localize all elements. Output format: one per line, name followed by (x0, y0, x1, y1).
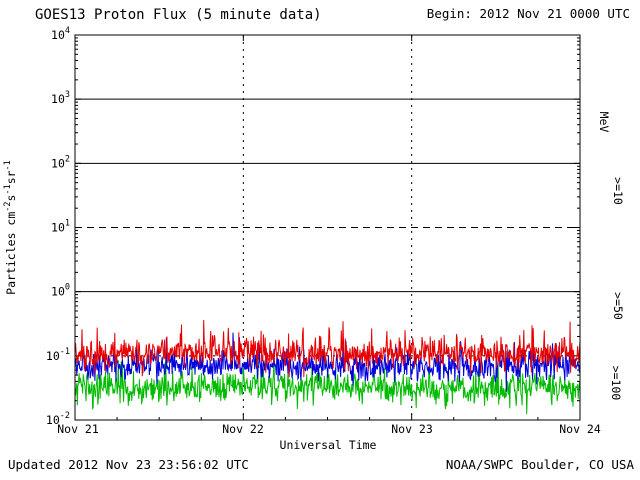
credit-label: NOAA/SWPC Boulder, CO USA (446, 457, 635, 472)
x-tick-label-nov24: Nov 24 (559, 422, 601, 436)
right-label-ge50: >=50 (611, 292, 625, 320)
series-protons-50-mev (74, 332, 581, 392)
right-label-ge100: >=100 (609, 366, 623, 401)
updated-timestamp: Updated 2012 Nov 23 23:56:02 UTC (8, 457, 249, 472)
y-tick-label: 100 (51, 283, 70, 299)
y-tick-label: 103 (51, 90, 70, 106)
x-tick-label-nov21: Nov 21 (57, 422, 99, 436)
series-protons-10-mev (74, 319, 581, 378)
x-tick-label-nov22: Nov 22 (222, 422, 264, 436)
chart-title: GOES13 Proton Flux (5 minute data) (35, 7, 322, 23)
y-tick-label: 104 (51, 26, 70, 42)
series-protons-100-mev (74, 357, 581, 415)
y-tick-label: 101 (51, 219, 70, 235)
y-tick-label: 102 (51, 154, 70, 170)
begin-timestamp: Begin: 2012 Nov 21 0000 UTC (427, 6, 630, 21)
y-axis-label: Particles cm-2s-1sr-1 (3, 160, 18, 295)
right-label-mev: MeV (597, 112, 611, 133)
x-axis-label: Universal Time (280, 438, 377, 452)
x-tick-label-nov23: Nov 23 (391, 422, 433, 436)
right-label-ge10: >=10 (611, 177, 625, 205)
plot-frame (74, 34, 581, 421)
y-tick-label: 10-1 (46, 347, 70, 363)
